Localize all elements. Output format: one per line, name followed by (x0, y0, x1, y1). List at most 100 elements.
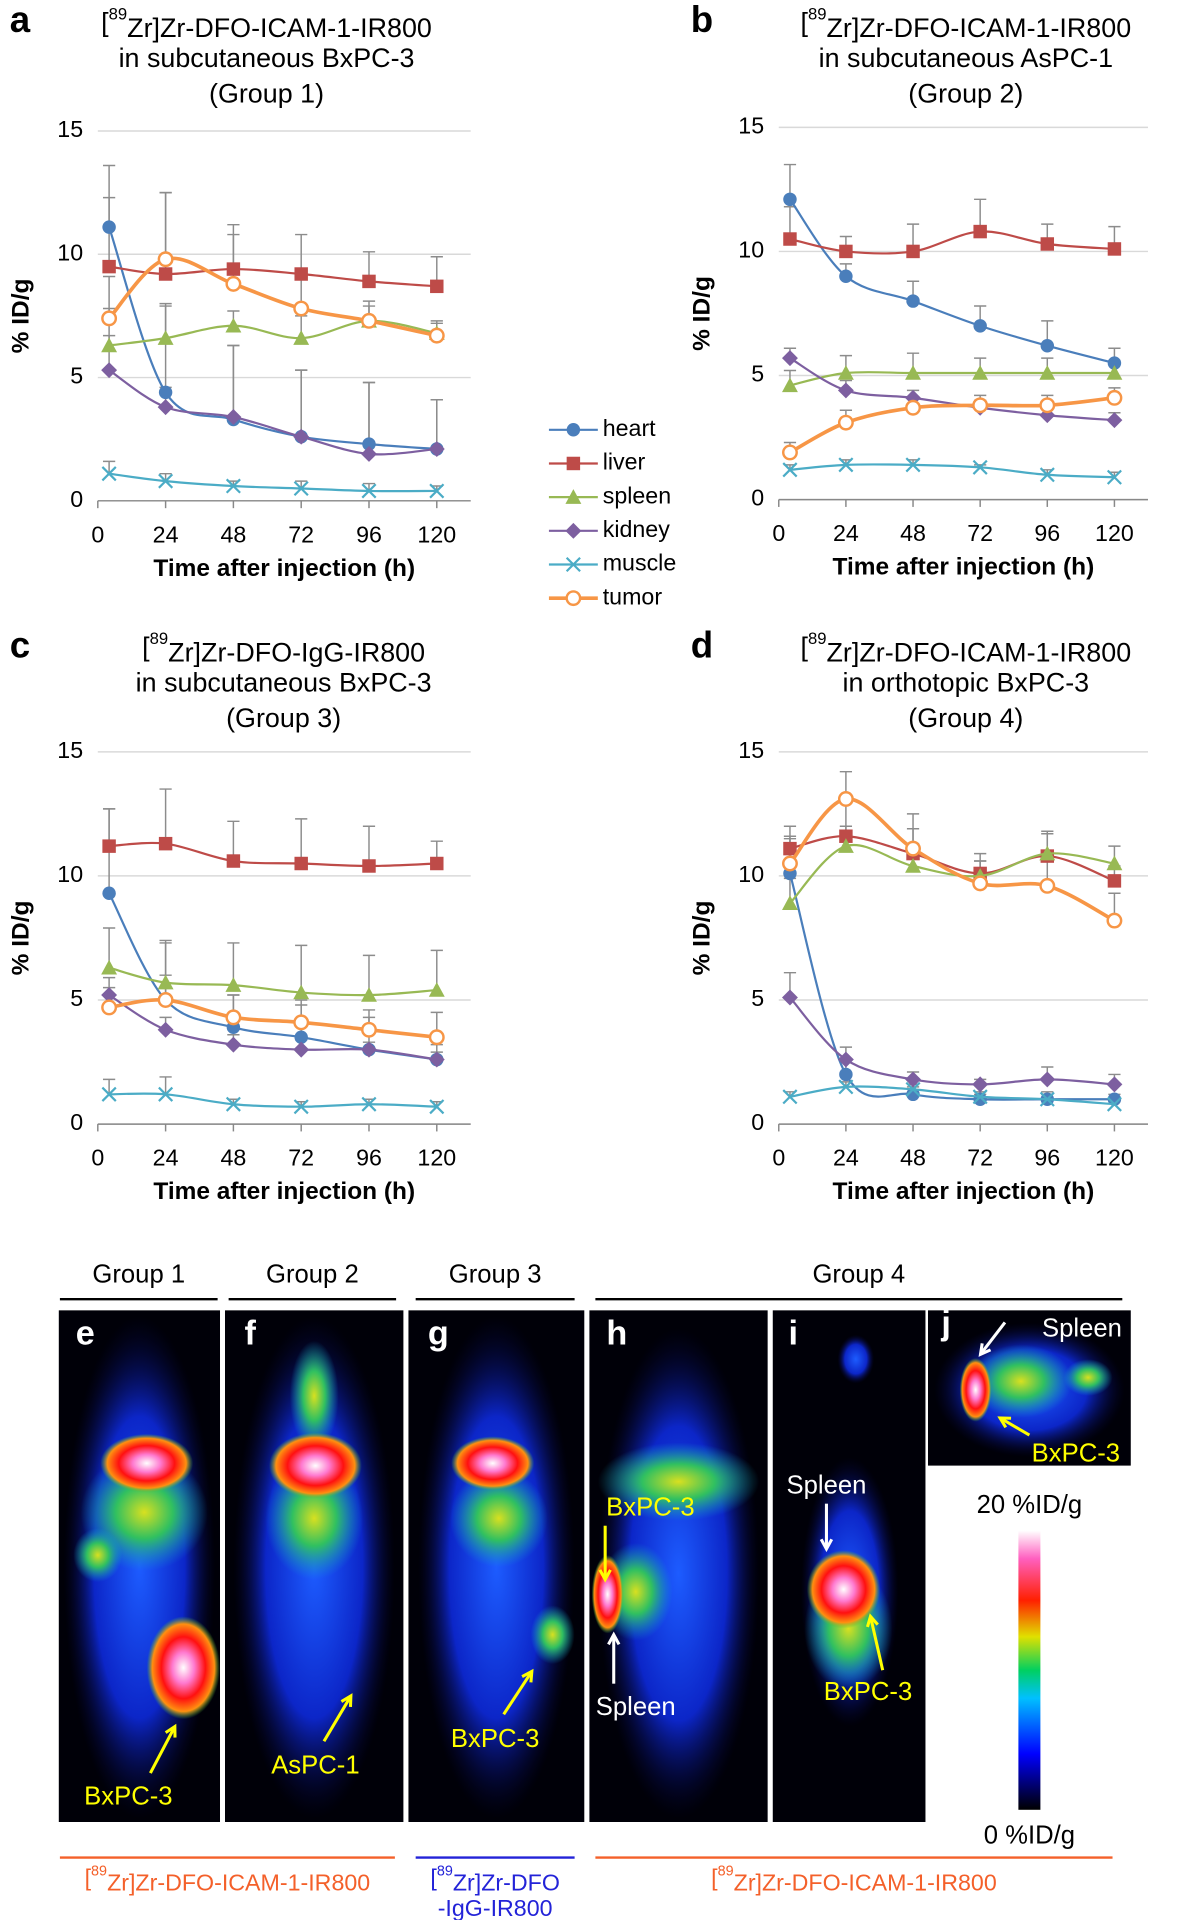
legend-label: liver (603, 449, 646, 475)
marker (157, 974, 174, 990)
marker (361, 987, 377, 1002)
marker (293, 330, 310, 345)
marker (102, 259, 116, 274)
uptake (959, 1357, 992, 1422)
chart-title-run: [ (800, 632, 808, 662)
marker (101, 310, 118, 327)
marker (565, 489, 582, 504)
x-tick-label: 24 (153, 521, 179, 547)
group-label: Group 1 (92, 1261, 185, 1289)
marker (430, 856, 444, 871)
marker (225, 478, 241, 494)
x-tick-label: 0 (91, 1145, 104, 1171)
marker (972, 1089, 988, 1105)
chart-title-run: 89 (808, 629, 827, 648)
group-label: Group 3 (449, 1261, 542, 1289)
chart-title: in subcutaneous BxPC-3 (136, 668, 432, 698)
marker (1039, 1091, 1055, 1107)
x-tick-label: 72 (288, 1145, 314, 1171)
marker (972, 875, 989, 892)
marker (1040, 237, 1055, 251)
caption: -IgG-IR800 (438, 1895, 553, 1920)
marker (294, 267, 308, 281)
marker (566, 423, 581, 437)
marker (293, 428, 310, 445)
x-tick-label: 24 (833, 520, 859, 546)
marker (1106, 389, 1123, 406)
chart-title-run: [ (101, 8, 109, 38)
marker (1039, 467, 1055, 483)
marker (1107, 356, 1122, 370)
marker (293, 1041, 310, 1058)
legend-label: muscle (603, 550, 677, 576)
uptake (418, 1316, 575, 1819)
marker (906, 244, 920, 259)
x-tick-label: 0 (91, 521, 104, 547)
arrow-head (865, 1613, 879, 1628)
y-tick-label: 5 (70, 363, 83, 389)
series-line (789, 357, 1115, 422)
colorbar-label: 0 %ID/g (984, 1822, 1075, 1850)
marker (157, 330, 174, 345)
chart-title: [89Zr]Zr-DFO-ICAM-1-IR800 (101, 5, 432, 44)
x-tick-label: 0 (772, 520, 785, 546)
marker (782, 989, 798, 1006)
uptake (837, 1334, 875, 1384)
marker (158, 267, 173, 281)
y-tick-label: 10 (57, 861, 83, 887)
error-bar (295, 818, 308, 864)
legend-label: heart (603, 415, 656, 441)
marker (972, 365, 989, 380)
uptake (597, 1442, 760, 1521)
annotation: Spleen (786, 1471, 866, 1499)
marker (157, 251, 174, 268)
marker (102, 839, 116, 853)
marker (905, 1081, 921, 1097)
caption-run: [ (85, 1865, 92, 1891)
uptake (530, 1605, 575, 1665)
marker (361, 312, 377, 329)
x-tick-label: 120 (417, 1145, 456, 1171)
y-tick-label: 15 (57, 737, 83, 763)
caption-run: 89 (437, 1863, 453, 1879)
marker (972, 1076, 989, 1093)
marker (838, 457, 854, 473)
y-tick-label: 5 (751, 361, 764, 387)
marker (1106, 365, 1123, 380)
caption-run: 89 (718, 1863, 734, 1879)
uptake (591, 1555, 624, 1634)
y-tick-label: 5 (751, 985, 764, 1011)
marker (905, 457, 921, 473)
y-tick-label: 0 (70, 486, 83, 512)
marker (1039, 1071, 1056, 1088)
caption: [89Zr]Zr-DFO (430, 1863, 560, 1895)
image-panel (927, 1310, 1131, 1466)
arrow (502, 1670, 534, 1716)
marker (430, 279, 444, 294)
x-tick-label: 72 (288, 521, 314, 547)
x-tick-label: 48 (900, 1145, 926, 1171)
x-tick-label: 48 (900, 520, 926, 546)
chart-title: (Group 3) (226, 703, 341, 733)
marker (837, 1051, 854, 1068)
series-line (108, 472, 437, 493)
x-tick-label: 48 (220, 521, 246, 547)
x-tick-label: 72 (967, 520, 993, 546)
marker (225, 1096, 241, 1112)
marker (1106, 912, 1123, 929)
marker (565, 556, 581, 573)
marker (782, 895, 798, 910)
arrow-head (164, 1723, 177, 1738)
uptake (268, 1432, 362, 1499)
marker (837, 365, 854, 380)
x-tick-label: 96 (356, 1145, 382, 1171)
error-bar (227, 344, 240, 417)
marker (428, 441, 445, 458)
chart-title-run: (Group 1) (209, 79, 324, 109)
marker (101, 337, 118, 353)
y-axis-label: % ID/g (688, 901, 715, 976)
chart-title-run: 89 (808, 5, 827, 24)
annotation: BxPC-3 (824, 1678, 912, 1706)
marker (158, 1086, 174, 1102)
